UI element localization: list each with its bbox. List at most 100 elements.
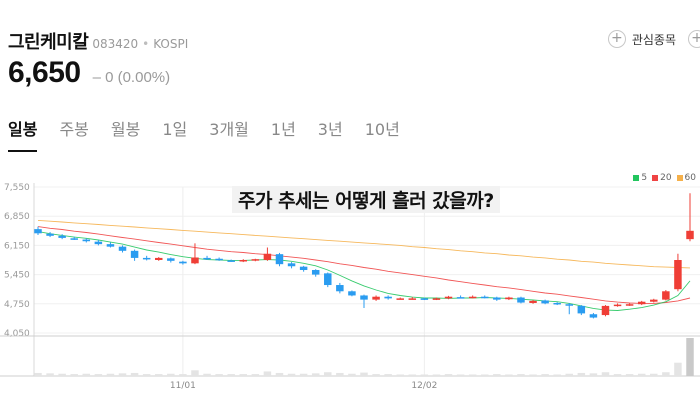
period-tabs: 일봉 주봉 월봉 1일 3개월 1년 3년 10년 (8, 116, 422, 152)
ma20-line (37, 226, 691, 304)
legend-swatch-ma20 (652, 175, 659, 181)
candle-body (517, 297, 525, 303)
legend-ma20: 20 (660, 173, 672, 183)
candle-body (106, 244, 115, 247)
volume-bar (674, 362, 682, 376)
candle-body (662, 291, 670, 300)
volume-bar (336, 372, 344, 376)
volume-bar (299, 373, 308, 376)
candle-body (625, 304, 634, 306)
tab-1year[interactable]: 1년 (270, 120, 296, 139)
watchlist-label: 관심종목 (631, 32, 676, 47)
volume-bar (432, 374, 441, 376)
volume-bar (311, 373, 320, 376)
volume-bar (348, 373, 356, 376)
candle-body (444, 296, 453, 299)
candle-body (396, 298, 404, 300)
candle-body (565, 304, 574, 306)
volume-bar (275, 372, 284, 376)
tab-10year[interactable]: 10년 (364, 120, 400, 139)
candle-body (541, 300, 549, 304)
volume-bar (396, 374, 404, 376)
volume-bar (142, 374, 151, 376)
candle-body (686, 230, 694, 240)
watchlist-button[interactable]: + 관심종목 (607, 30, 676, 48)
legend-ma5: 5 (641, 173, 648, 183)
candle-body (674, 260, 682, 290)
candle-body (167, 258, 175, 261)
candle-body (70, 238, 78, 240)
tab-weekly[interactable]: 주봉 (59, 120, 89, 139)
stock-name: 그린케미칼 (8, 32, 89, 53)
candle-body (613, 304, 622, 307)
volume-bar (287, 373, 296, 376)
y-tick-label: 6,850 (4, 212, 30, 222)
volume-bar (179, 374, 187, 376)
legend-swatch-ma5 (633, 175, 640, 181)
volume-bar (106, 373, 115, 376)
candle-body (215, 258, 223, 261)
tab-1day[interactable]: 1일 (162, 120, 188, 139)
x-tick-label: 11/01 (170, 381, 196, 391)
tab-3month[interactable]: 3개월 (209, 120, 249, 139)
volume-bar (203, 373, 211, 376)
tab-daily[interactable]: 일봉 (8, 116, 38, 152)
candle-body (275, 254, 284, 265)
y-tick-label: 6,150 (4, 241, 30, 251)
x-tick-label: 12/02 (411, 381, 437, 391)
volume-bar (34, 372, 42, 376)
candle-body (239, 260, 248, 262)
candle-body (82, 239, 91, 242)
price-chart[interactable]: 7,550 6,850 6,150 5,450 4,750 4,050 11/01 12/02 (0, 170, 700, 400)
candle-body (46, 233, 54, 236)
candle-body (480, 296, 489, 299)
candle-body (179, 261, 187, 264)
candle-body (34, 229, 42, 234)
candle-body (360, 295, 368, 300)
volume-bar (565, 373, 574, 376)
legend-ma60: 60 (684, 173, 696, 183)
candle-body (577, 305, 586, 314)
candle-body (336, 285, 344, 292)
ma60-line (37, 219, 691, 269)
volume-bar (493, 374, 501, 376)
current-price: 6,650 (8, 56, 81, 89)
volume-bar (408, 374, 417, 376)
y-tick-label: 5,450 (4, 271, 30, 281)
stock-code: 083420 (92, 37, 139, 51)
volume-bar (577, 372, 586, 376)
volume-bar (625, 374, 634, 376)
volume-bar (46, 373, 54, 376)
candle-body (408, 298, 417, 300)
volume-bar (384, 374, 392, 376)
volume-bar (263, 371, 272, 376)
volume-bar (444, 374, 453, 376)
stock-header: 그린케미칼 083420 • KOSPI (8, 28, 188, 53)
volume-bar (553, 374, 561, 376)
candle-body (118, 246, 127, 251)
chart-legend: 5 20 60 (628, 173, 696, 183)
candle-body (263, 253, 272, 260)
volume-bar (58, 373, 66, 376)
volume-bar (215, 374, 223, 376)
candle-body (203, 257, 211, 260)
volume-bar (239, 374, 248, 376)
volume-bar (118, 373, 127, 376)
volume-bar (613, 374, 622, 376)
candle-body (456, 297, 465, 299)
candle-body (58, 235, 66, 238)
tab-monthly[interactable]: 월봉 (110, 120, 141, 139)
plus-icon[interactable]: + (688, 30, 700, 48)
candle-body (324, 273, 332, 286)
volume-bar (360, 372, 368, 376)
candle-body (589, 314, 598, 318)
volume-bar (529, 374, 537, 376)
volume-bar (505, 374, 513, 376)
candle-body (154, 257, 163, 260)
candle-body (529, 300, 537, 303)
volume-bar (662, 372, 670, 376)
y-tick-label: 4,750 (4, 300, 30, 310)
volume-bar (517, 374, 525, 376)
tab-3year[interactable]: 3년 (317, 120, 343, 139)
volume-bar (650, 373, 658, 376)
